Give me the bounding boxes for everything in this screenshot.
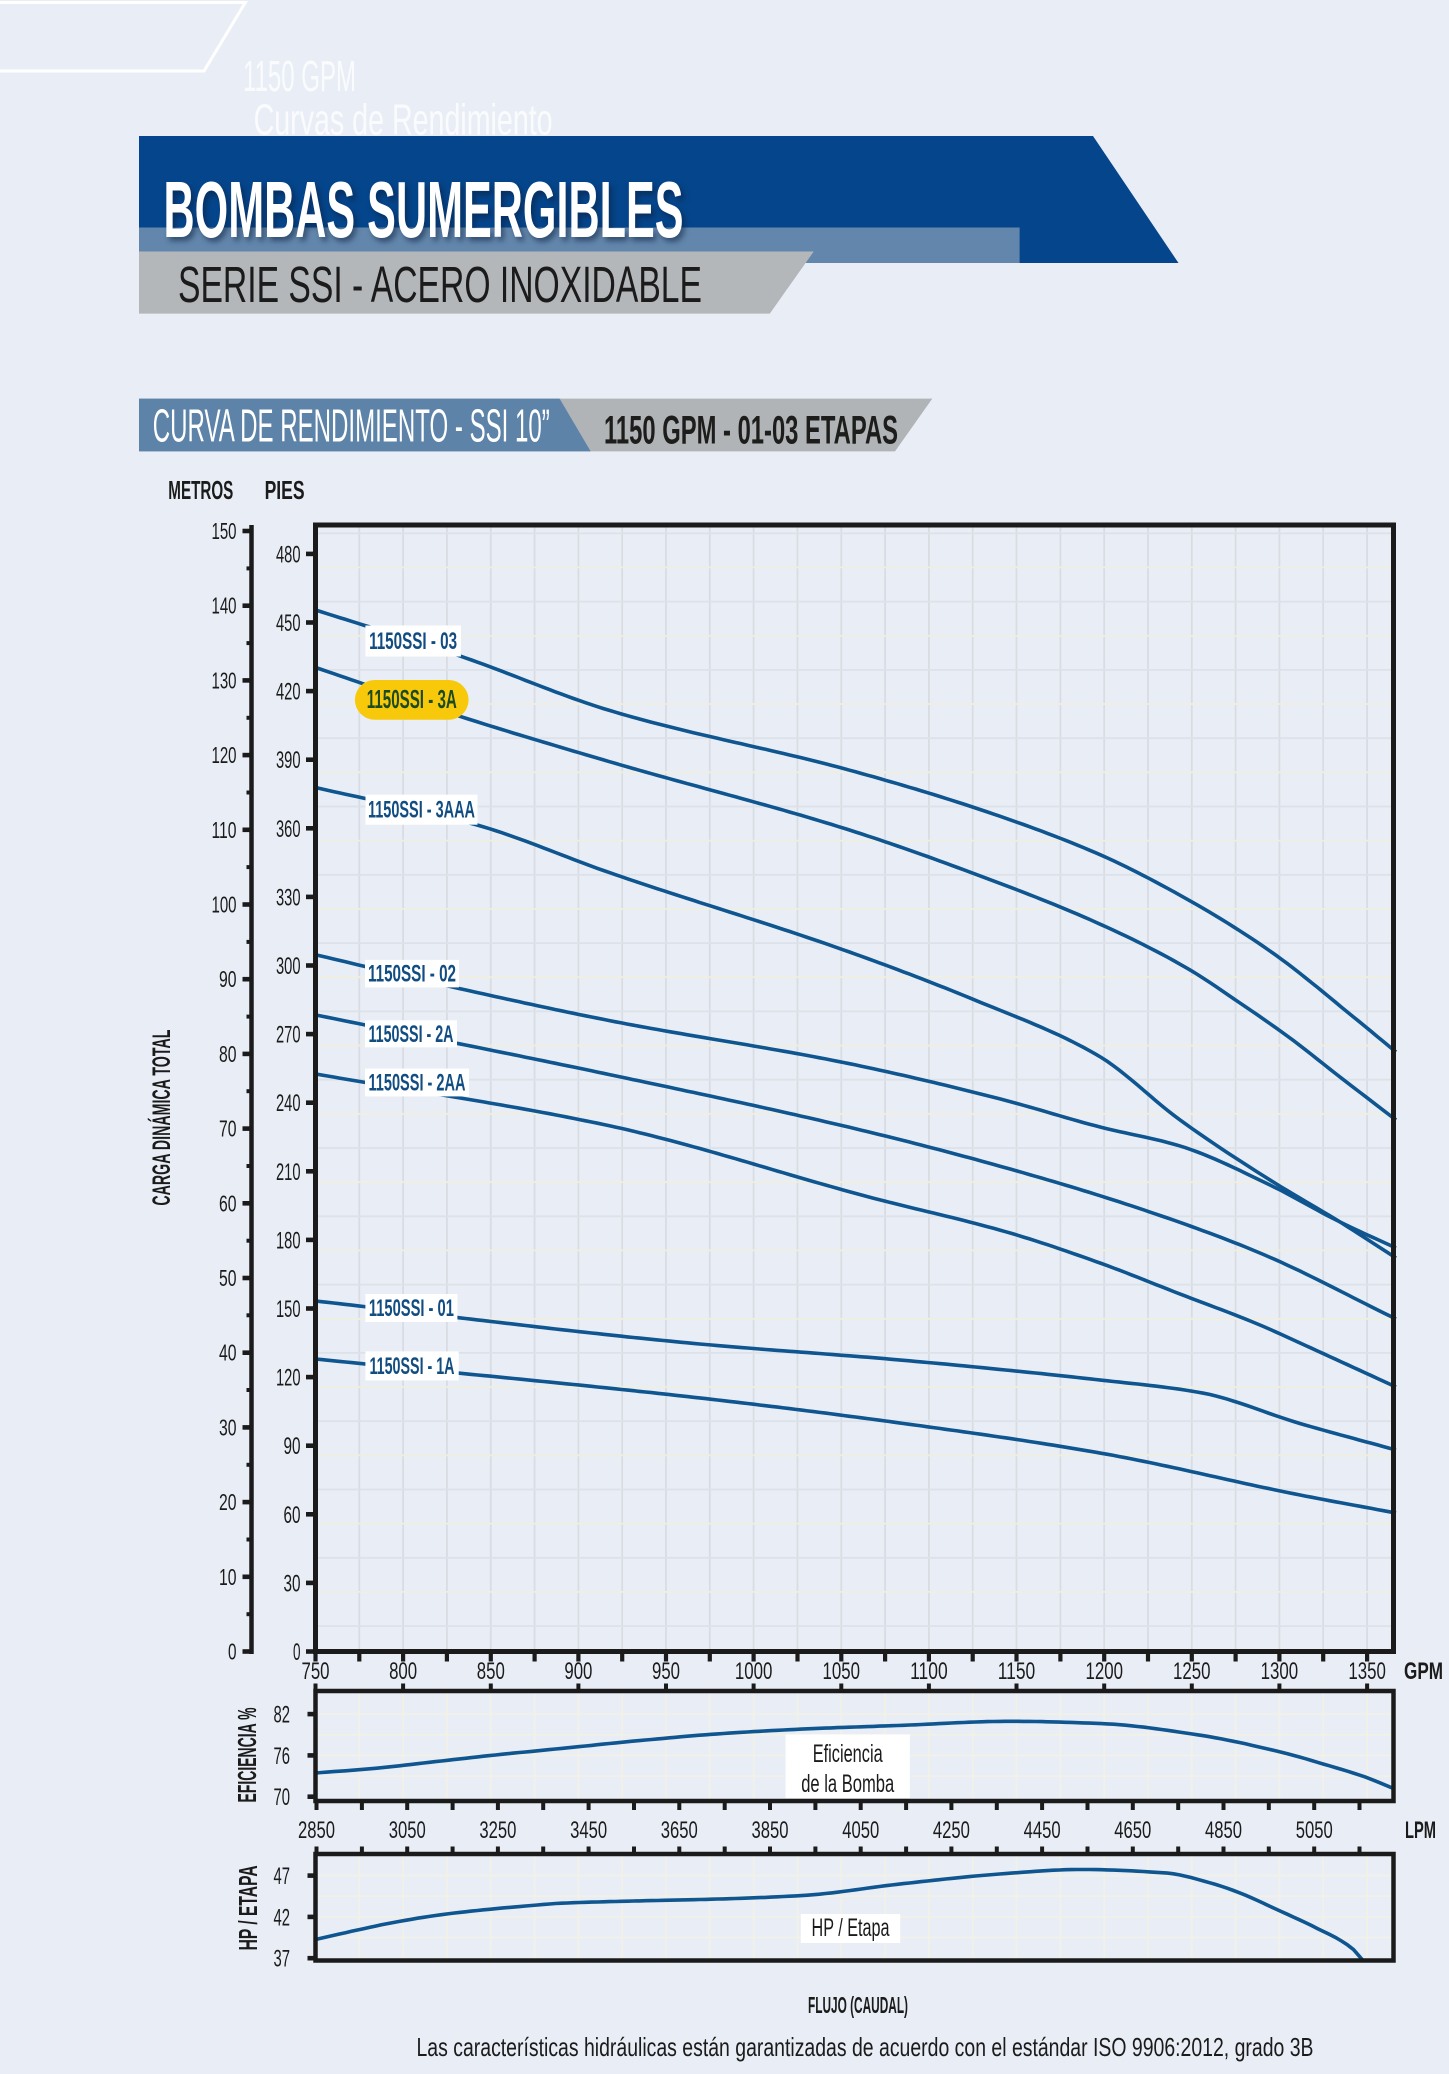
svg-text:270: 270 xyxy=(276,1022,301,1049)
svg-text:2850: 2850 xyxy=(298,1817,335,1844)
svg-text:390: 390 xyxy=(276,747,301,774)
svg-text:360: 360 xyxy=(276,816,301,843)
svg-text:CARGA DINÁMICA TOTAL: CARGA DINÁMICA TOTAL xyxy=(147,1030,176,1206)
svg-text:5050: 5050 xyxy=(1296,1817,1333,1844)
svg-text:42: 42 xyxy=(274,1904,291,1931)
svg-text:90: 90 xyxy=(284,1433,301,1460)
svg-text:850: 850 xyxy=(477,1658,505,1685)
svg-text:1150SSI - 01: 1150SSI - 01 xyxy=(369,1295,454,1322)
svg-text:60: 60 xyxy=(219,1190,237,1216)
svg-text:GPM: GPM xyxy=(1404,1658,1443,1685)
svg-text:1050: 1050 xyxy=(823,1658,861,1685)
svg-text:1350: 1350 xyxy=(1348,1658,1386,1685)
svg-text:EFICIENCIA %: EFICIENCIA % xyxy=(232,1708,262,1803)
svg-text:3650: 3650 xyxy=(661,1817,698,1844)
svg-text:240: 240 xyxy=(276,1090,301,1117)
svg-text:3850: 3850 xyxy=(752,1817,789,1844)
svg-text:100: 100 xyxy=(212,892,237,918)
svg-text:4050: 4050 xyxy=(842,1817,879,1844)
svg-text:4850: 4850 xyxy=(1205,1817,1242,1844)
svg-text:70: 70 xyxy=(219,1116,237,1142)
svg-text:FLUJO (CAUDAL): FLUJO (CAUDAL) xyxy=(808,1992,908,2018)
svg-text:37: 37 xyxy=(274,1946,291,1973)
svg-text:60: 60 xyxy=(284,1502,301,1529)
svg-text:150: 150 xyxy=(212,518,237,544)
svg-text:1200: 1200 xyxy=(1085,1658,1123,1685)
svg-text:110: 110 xyxy=(212,817,237,843)
svg-text:480: 480 xyxy=(276,541,301,568)
svg-text:300: 300 xyxy=(276,953,301,980)
svg-text:120: 120 xyxy=(276,1365,301,1392)
svg-text:10: 10 xyxy=(219,1564,237,1590)
svg-text:0: 0 xyxy=(228,1639,237,1665)
svg-text:1150SSI - 3A: 1150SSI - 3A xyxy=(367,684,457,714)
svg-text:1150SSI - 02: 1150SSI - 02 xyxy=(368,961,456,988)
svg-text:80: 80 xyxy=(219,1041,237,1067)
svg-text:1000: 1000 xyxy=(735,1658,773,1685)
svg-text:1150 GPM - 01-03 ETAPAS: 1150 GPM - 01-03 ETAPAS xyxy=(604,409,898,453)
svg-text:900: 900 xyxy=(564,1658,592,1685)
svg-text:140: 140 xyxy=(212,593,237,619)
svg-text:1300: 1300 xyxy=(1261,1658,1299,1685)
svg-text:4250: 4250 xyxy=(933,1817,970,1844)
svg-text:330: 330 xyxy=(276,884,301,911)
svg-text:20: 20 xyxy=(219,1489,237,1515)
svg-text:SERIE SSI - ACERO INOXIDABLE: SERIE SSI - ACERO INOXIDABLE xyxy=(178,256,702,313)
svg-text:120: 120 xyxy=(212,742,237,768)
svg-text:1250: 1250 xyxy=(1173,1658,1211,1685)
svg-text:1150SSI - 2AA: 1150SSI - 2AA xyxy=(369,1070,466,1097)
svg-text:76: 76 xyxy=(274,1743,291,1770)
svg-text:90: 90 xyxy=(219,966,237,992)
svg-text:de la Bomba: de la Bomba xyxy=(801,1770,894,1798)
svg-text:50: 50 xyxy=(219,1265,237,1291)
svg-text:BOMBAS SUMERGIBLES: BOMBAS SUMERGIBLES xyxy=(164,165,684,254)
svg-text:450: 450 xyxy=(276,610,301,637)
svg-text:HP / ETAPA: HP / ETAPA xyxy=(233,1865,263,1950)
svg-text:150: 150 xyxy=(276,1296,301,1323)
svg-text:1150SSI - 2A: 1150SSI - 2A xyxy=(369,1021,454,1048)
svg-text:METROS: METROS xyxy=(168,475,233,505)
svg-text:Eficiencia: Eficiencia xyxy=(813,1740,883,1768)
svg-text:950: 950 xyxy=(652,1658,680,1685)
svg-text:40: 40 xyxy=(219,1340,237,1366)
svg-text:1150SSI - 3AAA: 1150SSI - 3AAA xyxy=(368,797,475,824)
svg-text:70: 70 xyxy=(274,1784,291,1811)
svg-text:4450: 4450 xyxy=(1024,1817,1061,1844)
svg-text:800: 800 xyxy=(389,1658,417,1685)
svg-text:1150SSI - 1A: 1150SSI - 1A xyxy=(370,1353,455,1380)
svg-text:82: 82 xyxy=(274,1702,291,1729)
svg-text:30: 30 xyxy=(284,1570,301,1597)
svg-text:0: 0 xyxy=(293,1639,301,1666)
svg-text:CURVA DE RENDIMIENTO - SSI 10”: CURVA DE RENDIMIENTO - SSI 10” xyxy=(153,400,550,452)
svg-text:Las características hidráulica: Las características hidráulicas están ga… xyxy=(417,2032,1314,2062)
svg-text:3050: 3050 xyxy=(389,1817,426,1844)
svg-text:3250: 3250 xyxy=(479,1817,516,1844)
svg-text:30: 30 xyxy=(219,1414,237,1440)
svg-text:1150SSI - 03: 1150SSI - 03 xyxy=(369,628,457,655)
svg-text:1100: 1100 xyxy=(910,1658,948,1685)
svg-text:PIES: PIES xyxy=(265,475,305,505)
svg-text:LPM: LPM xyxy=(1405,1817,1436,1844)
svg-text:3450: 3450 xyxy=(570,1817,607,1844)
svg-text:180: 180 xyxy=(276,1227,301,1254)
svg-text:1150 GPM: 1150 GPM xyxy=(243,52,356,101)
svg-text:4650: 4650 xyxy=(1114,1817,1151,1844)
svg-text:130: 130 xyxy=(212,667,237,693)
svg-text:750: 750 xyxy=(302,1658,330,1685)
svg-text:1150: 1150 xyxy=(998,1658,1036,1685)
svg-text:47: 47 xyxy=(274,1863,291,1890)
svg-text:420: 420 xyxy=(276,679,301,706)
svg-text:HP / Etapa: HP / Etapa xyxy=(812,1914,890,1942)
svg-text:210: 210 xyxy=(276,1159,301,1186)
